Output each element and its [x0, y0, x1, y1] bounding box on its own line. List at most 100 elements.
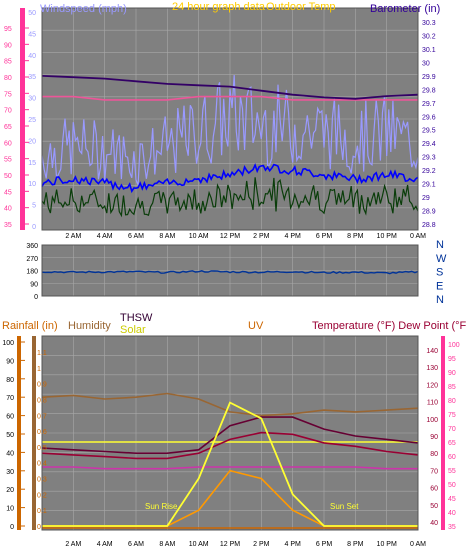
rainfall-label: Rainfall (in): [2, 320, 58, 332]
direction-tick-label: 360: [26, 243, 38, 250]
dew-axis-bar: [441, 336, 445, 530]
temp-tick-label: 110: [427, 400, 438, 407]
compass-label: W: [436, 253, 447, 265]
uv-tick-label: 0: [37, 524, 41, 531]
x-tick-label: 12 PM: [220, 541, 240, 548]
uv-label: UV: [248, 320, 264, 332]
temp-tick-label: 50: [430, 503, 438, 510]
temp-tick-label: 80: [430, 451, 438, 458]
x-tick-label: 8 AM: [159, 541, 175, 548]
wind-gust-line: [41, 75, 419, 186]
temp-tick-label: 55: [4, 157, 12, 164]
compass-label: N: [436, 294, 444, 306]
x-tick-label: 12 PM: [220, 233, 240, 240]
dew-tick-label: 65: [448, 440, 456, 447]
barometer-tick-label: 29.3: [422, 155, 436, 162]
x-tick-label: 2 PM: [253, 541, 270, 548]
barometer-tick-label: 29.1: [422, 182, 436, 189]
x-tick-label: 8 PM: [347, 541, 364, 548]
temp-tick-label: 80: [4, 75, 12, 82]
wind-tick-label: 20: [28, 138, 36, 145]
dew-tick-label: 35: [448, 524, 456, 531]
dew-tick-label: 40: [448, 510, 456, 517]
top-series-layer: [41, 75, 419, 218]
temp-tick-label: 40: [4, 206, 12, 213]
series-temperature-f-line: [41, 431, 419, 460]
direction-plot-border: [41, 244, 419, 297]
humidity-tick-label: 40: [6, 450, 14, 457]
temp-tick-label: 35: [4, 222, 12, 229]
x-tick-label: 0 AM: [410, 541, 426, 548]
wind-tick-label: 40: [28, 53, 36, 60]
x-tick-label: 6 PM: [316, 541, 333, 548]
uv-tick-label: 0.7: [37, 413, 47, 420]
wind-tick-label: 30: [28, 96, 36, 103]
wind-tick-label: 10: [28, 181, 36, 188]
compass-label: N: [436, 239, 444, 251]
temp-tick-label: 60: [4, 140, 12, 147]
x-tick-label: 0 AM: [410, 233, 426, 240]
temp-tick-label: 100: [426, 417, 438, 424]
uv-tick-label: 0.2: [37, 492, 47, 499]
barometer-tick-label: 29.4: [422, 141, 436, 148]
barometer-tick-label: 29.5: [422, 128, 436, 135]
barometer-tick-label: 29.2: [422, 168, 436, 175]
temp-tick-label: 90: [4, 42, 12, 49]
wind-tick-label: 5: [32, 203, 36, 210]
dew-tick-label: 50: [448, 482, 456, 489]
temp-tick-label: 130: [426, 365, 438, 372]
x-tick-label: 2 AM: [65, 541, 81, 548]
x-tick-label: 4 AM: [97, 541, 113, 548]
barometer-tick-label: 29.7: [422, 101, 436, 108]
dew-tick-label: 100: [448, 342, 460, 349]
dew-tick-label: 90: [448, 370, 456, 377]
rain-axis-bar: [17, 336, 21, 530]
compass-label: S: [436, 267, 443, 279]
x-tick-label: 6 PM: [316, 233, 333, 240]
humidity-label: Humidity: [68, 320, 111, 332]
barometer-tick-label: 30: [422, 60, 430, 67]
temp-tick-label: 75: [4, 91, 12, 98]
temp-tick-label: 45: [4, 189, 12, 196]
x-tick-label: 4 PM: [284, 233, 301, 240]
uv-tick-label: 0.5: [37, 445, 47, 452]
temp-tick-label: 60: [430, 486, 438, 493]
outdoor-temp-label: Outdoor Temp: [266, 1, 336, 13]
x-tick-label: 8 AM: [159, 233, 175, 240]
barometer-tick-label: 28.8: [422, 222, 436, 229]
temp-axis-bar: [20, 8, 25, 230]
wind-tick-label: 0: [32, 224, 36, 231]
graph-title: 24 hour graph data: [172, 1, 266, 13]
wind-low-line: [41, 177, 419, 218]
humidity-tick-label: 0: [10, 524, 14, 531]
dew-tick-label: 55: [448, 468, 456, 475]
x-tick-label: 10 PM: [377, 541, 397, 548]
barometer-tick-label: 30.2: [422, 33, 436, 40]
x-tick-label: 2 PM: [253, 233, 270, 240]
humidity-tick-label: 100: [2, 340, 14, 347]
barometer-tick-label: 29.9: [422, 74, 436, 81]
x-tick-label: 2 AM: [65, 233, 81, 240]
humidity-tick-label: 30: [6, 469, 14, 476]
sunrise-label: Sun Rise: [145, 502, 178, 511]
sunset-label: Sun Set: [330, 502, 359, 511]
humidity-tick-label: 20: [6, 487, 14, 494]
temp-tick-label: 95: [4, 26, 12, 33]
uv-tick-label: 1.1: [37, 350, 47, 357]
compass-label: E: [436, 280, 443, 292]
x-tick-label: 4 AM: [97, 233, 113, 240]
temp-tick-label: 140: [426, 348, 438, 355]
x-tick-label: 6 AM: [128, 233, 144, 240]
temp-tick-label: 40: [430, 520, 438, 527]
temp-tick-label: 50: [4, 173, 12, 180]
uv-tick-label: 0.1: [37, 508, 47, 515]
barometer-line: [41, 75, 419, 100]
uv-tick-label: 0.3: [37, 477, 47, 484]
solar-label: Solar: [120, 324, 146, 336]
uv-tick-label: 0.8: [37, 397, 47, 404]
wind-tick-label: 45: [28, 31, 36, 38]
direction-tick-label: 180: [26, 269, 38, 276]
wind-direction-line: [41, 270, 419, 275]
